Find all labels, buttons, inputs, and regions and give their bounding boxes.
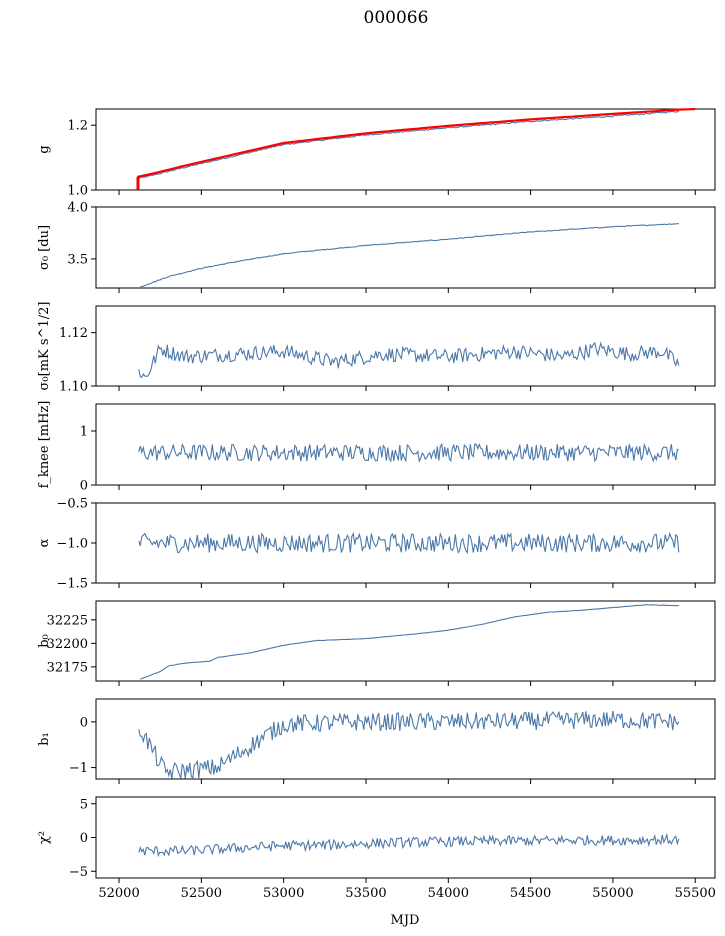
y-tick-label: 32225 (47, 613, 88, 628)
y-tick-label: −5 (69, 865, 88, 880)
y-tick-label: 32200 (47, 637, 88, 652)
y-tick-label: 1.2 (67, 119, 88, 134)
y-axis-label: χ² (37, 831, 52, 844)
y-tick-label: −1.5 (56, 577, 88, 592)
y-tick-label: 0 (80, 715, 88, 730)
y-axis-label: α (37, 538, 52, 547)
y-tick-label: −0.5 (56, 497, 88, 512)
y-tick-label: 5 (80, 797, 88, 812)
panels-group: 1.0 1.2 g 3.5 4.0 σ₀ [du] 1.10 1.12 σ₀[mK s^1/2]… (37, 107, 716, 901)
series-line (138, 832, 680, 858)
panel-b0: 32175 32200 32225 b₀ (37, 600, 716, 686)
panel-sigma-mk: 1.10 1.12 σ₀[mK s^1/2] (37, 302, 716, 395)
y-axis-label: b₀ (37, 634, 52, 648)
panel-frame (95, 305, 716, 387)
y-tick-label: 32175 (47, 660, 88, 675)
series-line (136, 107, 696, 179)
y-axis-label: g (37, 145, 52, 153)
x-tick-label: 54500 (510, 886, 551, 901)
series-line (138, 442, 680, 463)
y-tick-label: −1 (69, 761, 88, 776)
panel-b1: −1 0 b₁ (37, 698, 716, 784)
series-line (138, 710, 680, 780)
y-tick-label: 0 (80, 479, 88, 494)
panel-frame (95, 108, 716, 191)
series-line (140, 604, 679, 680)
y-tick-label: 0 (80, 831, 88, 846)
panel-chi2: −5 0 5 52000 52500 53000 53500 54000 54500 55000 5… (37, 796, 716, 901)
panel-frame (95, 206, 716, 289)
series-line (138, 531, 680, 555)
y-axis-label: σ₀ [du] (37, 225, 52, 270)
y-tick-label: 1.0 (67, 184, 88, 199)
panel-alpha: −1.5 −1.0 −0.5 α (37, 497, 716, 592)
series-line (137, 110, 680, 180)
y-tick-label: 1.10 (59, 380, 88, 395)
panel-frame (95, 796, 716, 879)
panel-fknee: 0 1 f_knee [mHz] (37, 401, 716, 494)
panel-frame (95, 600, 716, 682)
x-tick-label: 52000 (98, 886, 139, 901)
x-tick-label: 55000 (592, 886, 633, 901)
y-axis-label: f_knee [mHz] (37, 401, 52, 489)
x-tick-label: 52500 (181, 886, 222, 901)
figure-title: 000066 (364, 8, 429, 28)
y-tick-label: 3.5 (67, 252, 88, 267)
x-tick-label: 55500 (675, 886, 716, 901)
x-tick-label: 53000 (263, 886, 304, 901)
y-tick-label: −1.0 (56, 537, 88, 552)
y-tick-label: 1.12 (59, 326, 88, 341)
series-line (140, 222, 679, 288)
y-axis-label: σ₀[mK s^1/2] (37, 302, 52, 391)
y-tick-label: 1 (80, 425, 88, 440)
panel-g: 1.0 1.2 g (37, 107, 716, 199)
panel-frame (95, 698, 716, 780)
y-axis-label: b₁ (37, 732, 52, 746)
x-axis-label: MJD (391, 913, 420, 928)
panel-sigma-du: 3.5 4.0 σ₀ [du] (37, 201, 716, 293)
y-tick-label: 4.0 (67, 201, 88, 216)
x-tick-label: 53500 (345, 886, 386, 901)
x-tick-label: 54000 (428, 886, 469, 901)
panel-frame (95, 403, 716, 486)
series-line (138, 341, 680, 379)
